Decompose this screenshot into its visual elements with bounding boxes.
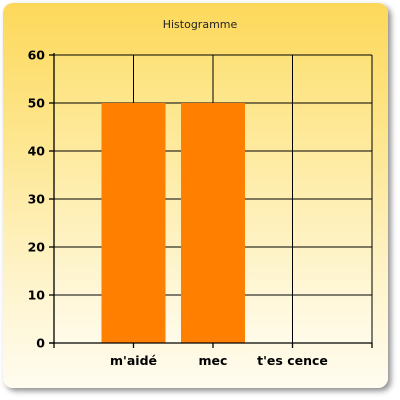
bar — [101, 103, 166, 343]
x-tick-labels: m'aidé mec t'es cence — [110, 353, 328, 368]
y-tick-label: 20 — [28, 240, 46, 255]
y-tick-labels: 0 10 20 30 40 50 60 — [28, 48, 46, 351]
y-tick-label: 10 — [28, 288, 46, 303]
y-tick-label: 40 — [28, 144, 46, 159]
axes — [49, 53, 373, 348]
y-tick-label: 0 — [36, 336, 45, 351]
y-tick-label: 30 — [28, 192, 46, 207]
bar — [181, 103, 245, 343]
x-tick-label: t'es cence — [257, 353, 328, 368]
bars — [101, 103, 245, 343]
chart-title: Histogramme — [162, 18, 238, 31]
x-tick-label: mec — [199, 353, 228, 368]
x-tick-label: m'aidé — [110, 353, 157, 368]
y-tick-label: 50 — [28, 96, 46, 111]
y-tick-label: 60 — [28, 48, 46, 63]
